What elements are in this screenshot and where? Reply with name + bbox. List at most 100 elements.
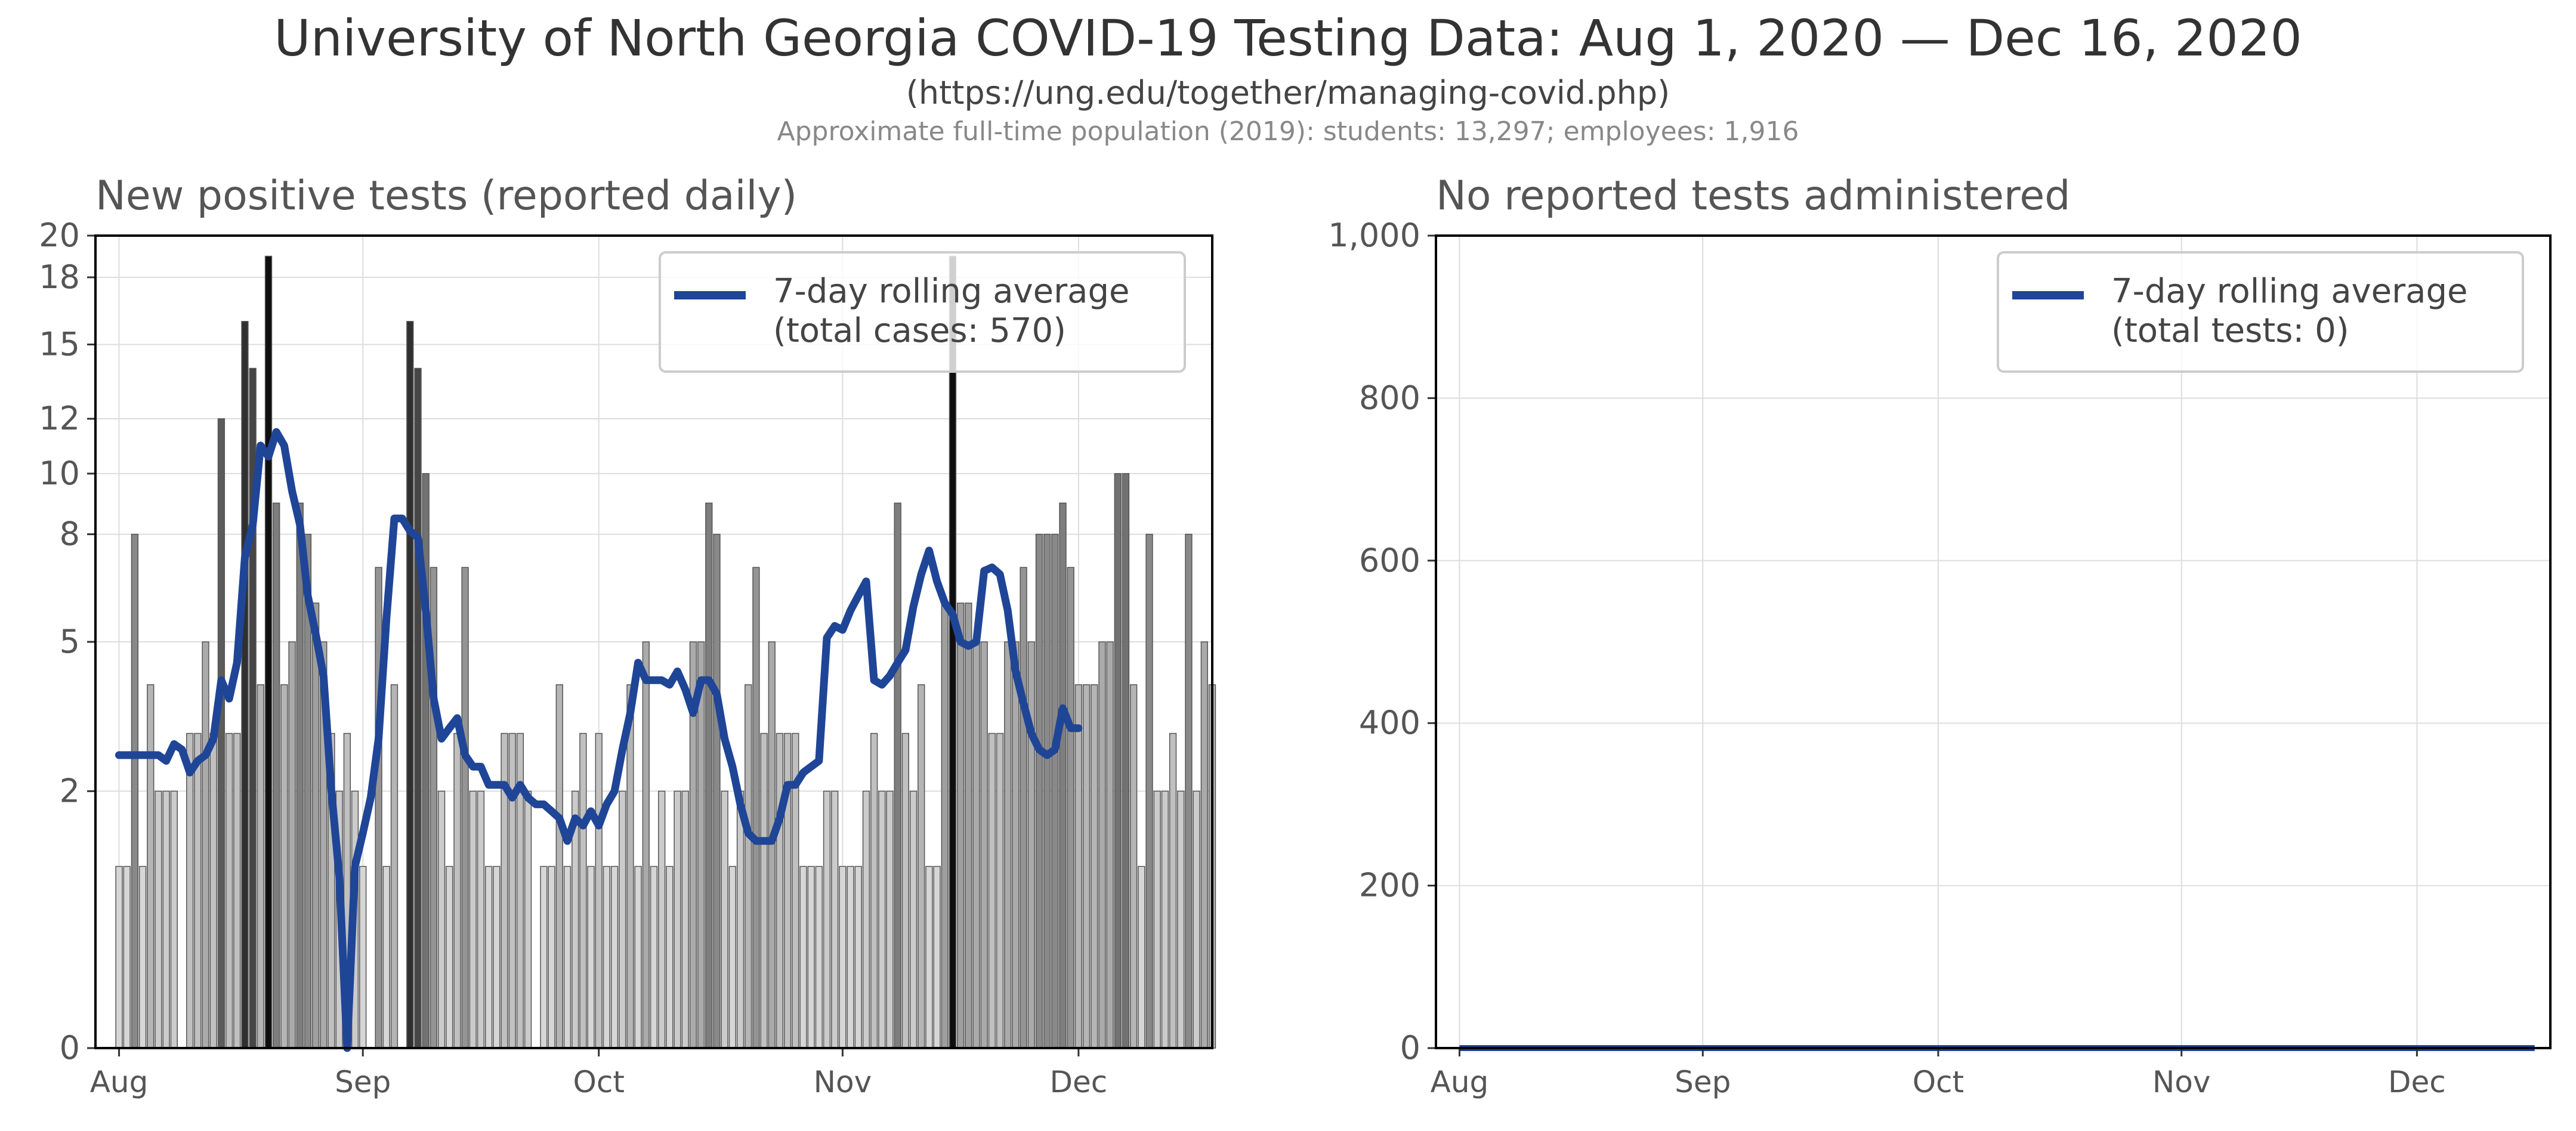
bar: [847, 866, 854, 1049]
x-tick-label: Oct: [1913, 1065, 1964, 1099]
figure-url: (https://ung.edu/together/managing-covid…: [906, 74, 1670, 112]
y-tick-label: 2: [60, 772, 80, 809]
bar: [446, 866, 453, 1049]
plot-frame: [94, 234, 1213, 1049]
bar: [807, 866, 815, 1049]
bar: [587, 866, 595, 1049]
bar: [650, 866, 658, 1049]
bar: [721, 790, 728, 1049]
bar: [1153, 790, 1161, 1049]
bar: [257, 684, 265, 1049]
bar: [595, 733, 603, 1049]
legend-label: (total tests: 0): [2111, 311, 2349, 350]
bar: [273, 502, 280, 1049]
bar: [225, 733, 233, 1049]
bar: [901, 733, 910, 1049]
plot-frame: [1435, 234, 2552, 1049]
bar: [555, 684, 563, 1049]
bar: [705, 502, 713, 1049]
positives-bars: [115, 255, 1216, 1049]
positives-legend: 7-day rolling average(total cases: 570): [659, 251, 1186, 373]
bar: [713, 533, 721, 1049]
x-tick-label: Aug: [90, 1065, 149, 1099]
x-tick-label: Nov: [2152, 1065, 2211, 1099]
bar: [831, 790, 839, 1049]
bar: [477, 790, 485, 1049]
bar: [493, 866, 501, 1049]
y-tick-label: 10: [39, 455, 80, 492]
x-tick-label: Aug: [1431, 1065, 1489, 1099]
bar: [933, 866, 941, 1049]
bar: [311, 602, 320, 1049]
bar: [1161, 790, 1169, 1049]
bar: [186, 733, 194, 1049]
bar: [1082, 684, 1091, 1049]
bar: [453, 733, 461, 1049]
bar: [233, 733, 241, 1049]
y-tick-label: 12: [39, 400, 80, 437]
bar: [155, 790, 162, 1049]
bar: [870, 733, 878, 1049]
bar: [194, 733, 202, 1049]
bar: [1027, 641, 1035, 1049]
bar: [642, 641, 650, 1049]
bar: [1145, 533, 1153, 1049]
legend-box: [1997, 251, 2524, 373]
bar: [1114, 473, 1122, 1049]
y-tick-label: 5: [60, 623, 80, 660]
bar: [209, 733, 217, 1049]
bar: [359, 866, 367, 1049]
bar: [854, 866, 862, 1049]
bar: [1130, 684, 1138, 1049]
tests-chart: No reported tests administered Aug Sep Oct…: [1328, 172, 2552, 1099]
bar: [202, 641, 209, 1049]
y-tick-label: 0: [1400, 1029, 1420, 1067]
y-tick-label: 0: [60, 1029, 80, 1067]
bar: [666, 866, 674, 1049]
bar: [516, 733, 524, 1049]
bar: [1043, 533, 1051, 1049]
bar: [918, 684, 925, 1049]
bar: [980, 641, 988, 1049]
bar: [988, 733, 996, 1049]
bar: [461, 567, 469, 1049]
x-tick-label: Dec: [2388, 1065, 2446, 1099]
x-tick-label: Oct: [573, 1065, 624, 1099]
bar: [1177, 790, 1185, 1049]
bar: [217, 418, 226, 1049]
bar: [1193, 790, 1200, 1049]
y-tick-label: 18: [39, 258, 80, 296]
bar: [115, 866, 123, 1049]
y-tick-label: 20: [39, 217, 80, 254]
bar: [1020, 567, 1027, 1049]
bar: [1169, 733, 1177, 1049]
bar: [508, 733, 516, 1049]
bar: [241, 321, 249, 1049]
bar: [799, 866, 807, 1049]
bar: [603, 866, 611, 1049]
bar: [296, 502, 304, 1049]
bar: [823, 790, 831, 1049]
bar: [1122, 473, 1130, 1049]
bar: [138, 866, 147, 1049]
bar: [681, 790, 689, 1049]
bar: [414, 367, 422, 1049]
bar: [1051, 533, 1059, 1049]
y-tick-label: 8: [60, 515, 80, 553]
bar: [170, 790, 178, 1049]
bar: [548, 866, 555, 1049]
bar: [956, 602, 965, 1049]
bar: [894, 502, 901, 1049]
bar: [484, 866, 493, 1049]
y-tick-label: 15: [39, 325, 80, 363]
bar: [909, 790, 918, 1049]
bar: [288, 641, 296, 1049]
bar: [658, 790, 666, 1049]
x-tick-label: Sep: [335, 1065, 391, 1099]
bar: [1138, 866, 1145, 1049]
bar: [745, 684, 752, 1049]
bar: [524, 790, 532, 1049]
bar: [634, 866, 642, 1049]
bar: [1185, 533, 1193, 1049]
bar: [972, 641, 980, 1049]
